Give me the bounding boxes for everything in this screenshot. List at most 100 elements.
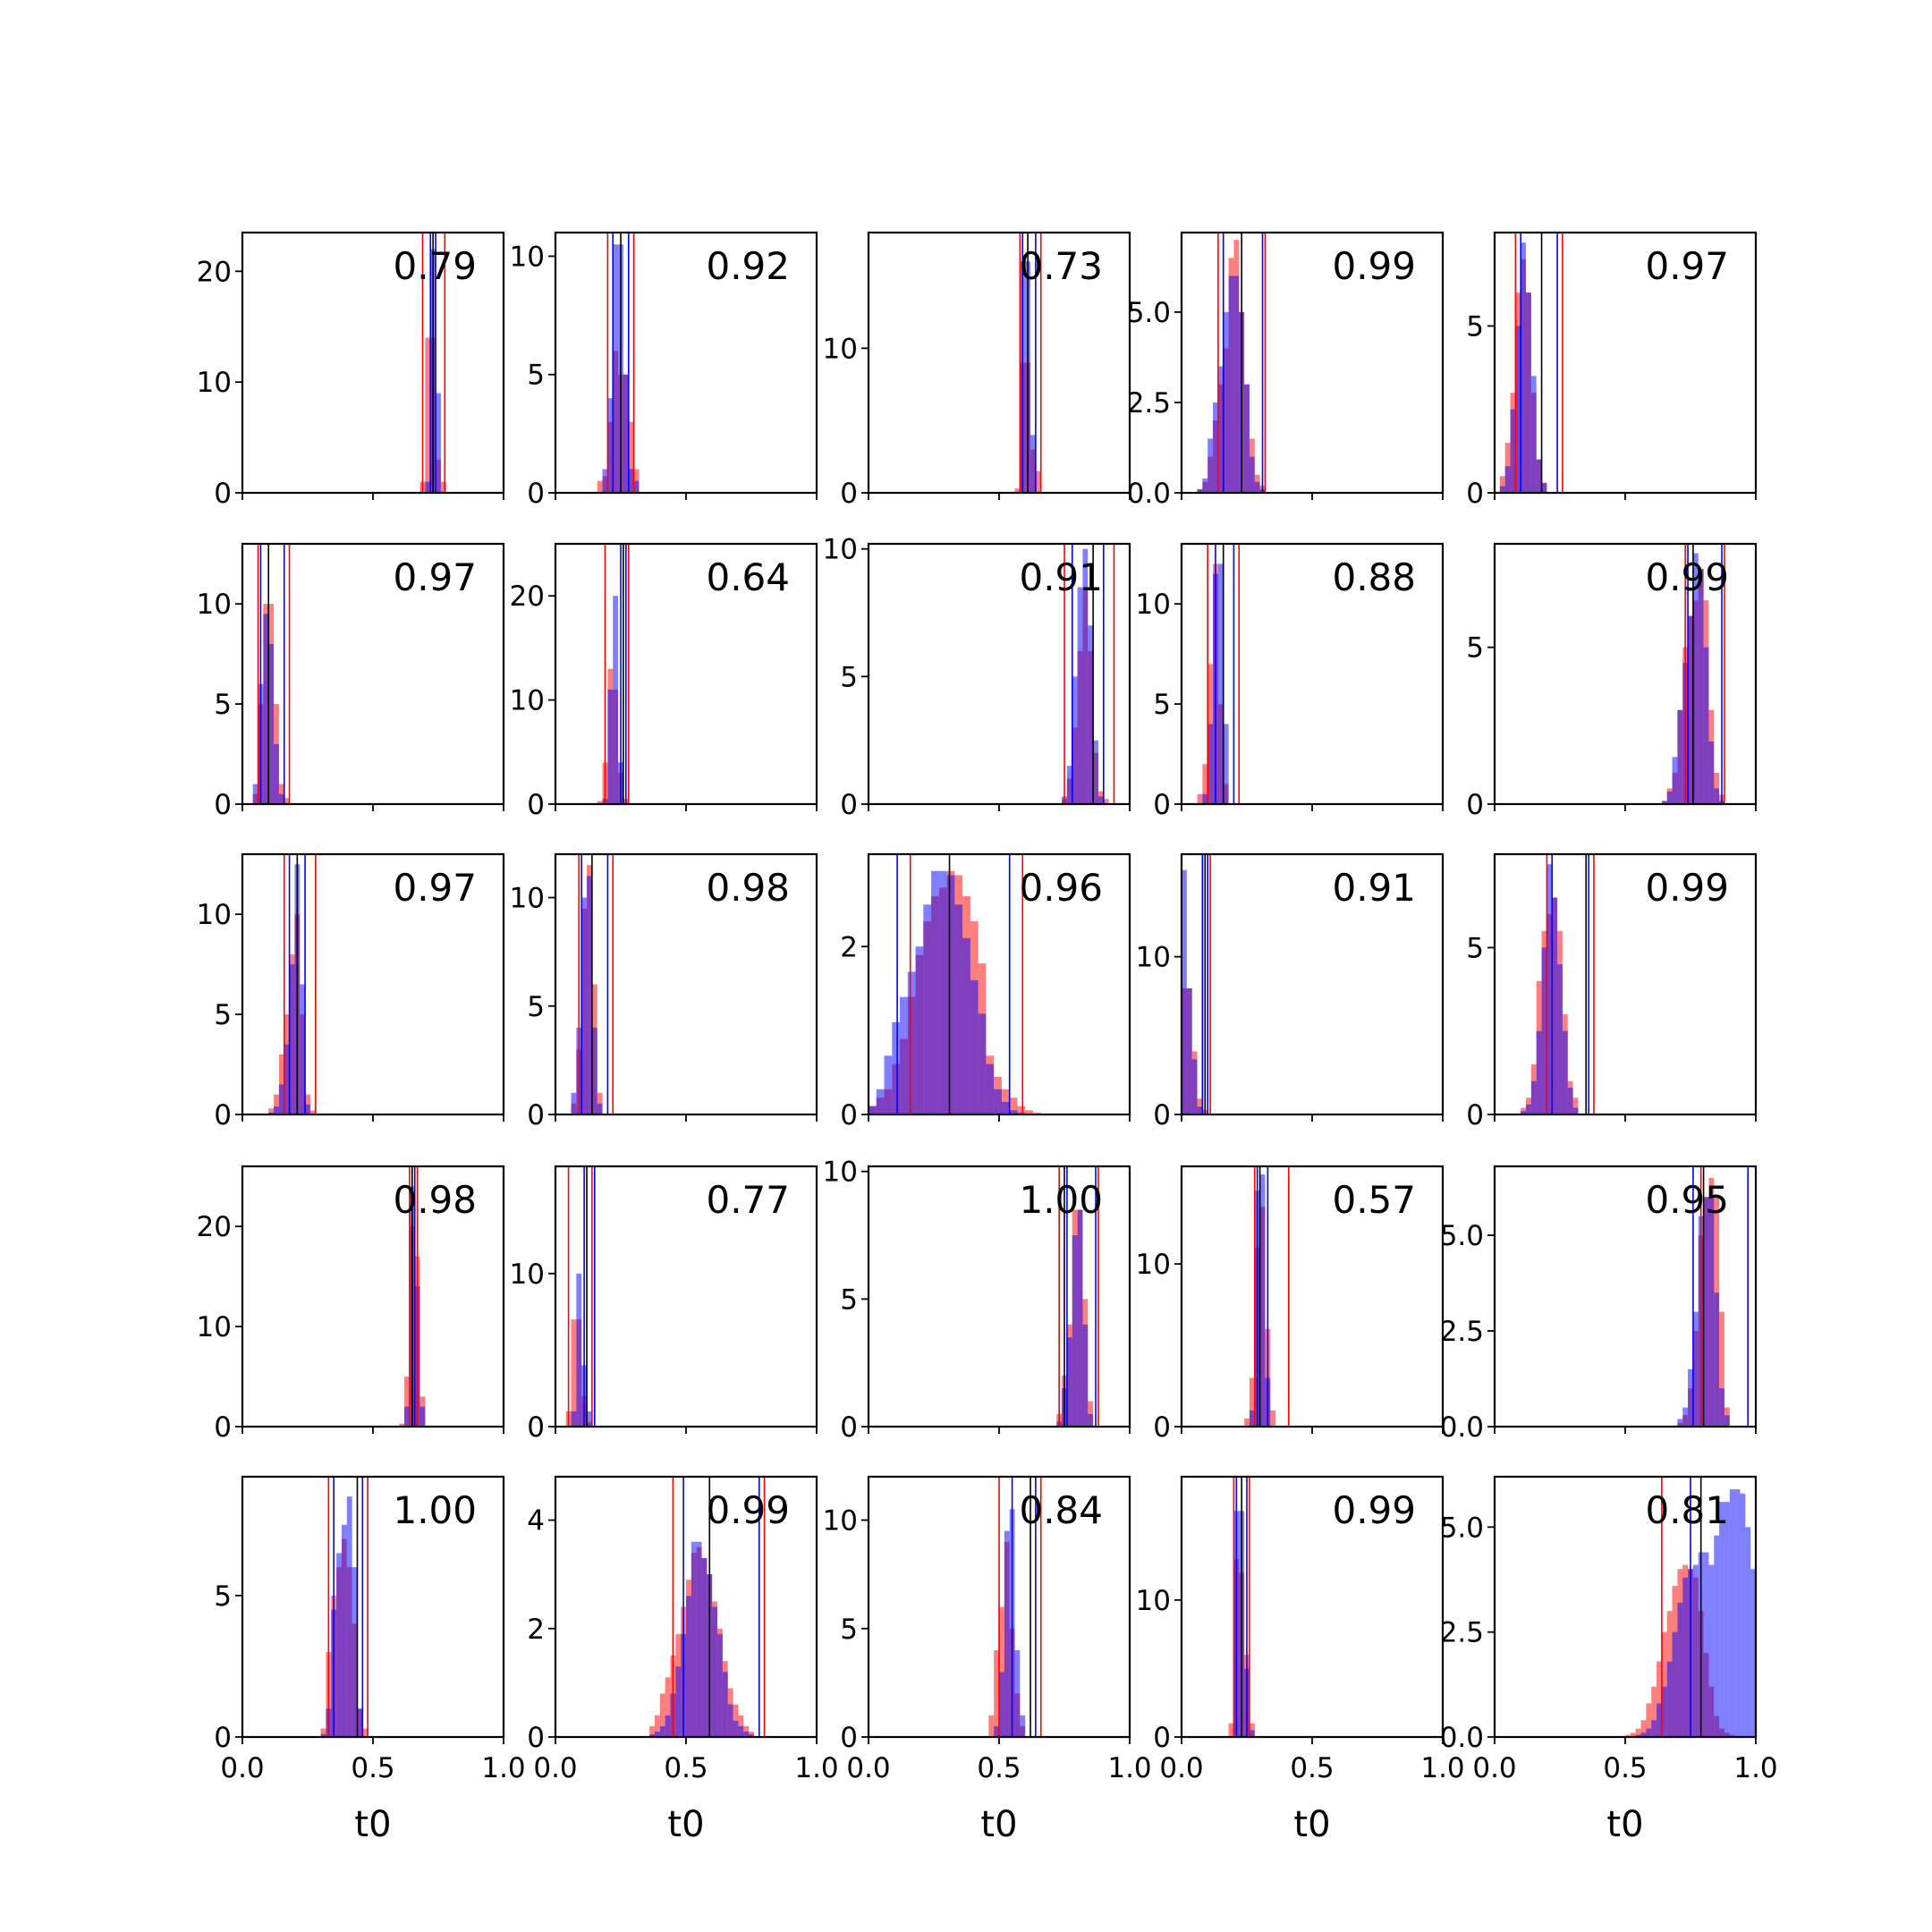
red-hist-bar [362, 1728, 369, 1737]
y-tick-label: 10 [197, 589, 232, 621]
blue-hist-bar [1197, 488, 1203, 493]
y-tick-label: 0 [840, 789, 858, 821]
annotation-score: 0.73 [1019, 244, 1103, 288]
y-tick-label: 0 [527, 1099, 545, 1131]
subplot-1: 0 10 20 0.79 [197, 231, 505, 510]
y-tick-label: 10 [1136, 1249, 1171, 1281]
y-tick-label: 0 [1153, 1099, 1171, 1131]
x-tick-label: 1.0 [1733, 1752, 1777, 1784]
blue-hist-bar [581, 897, 588, 1114]
y-tick-label: 20 [510, 580, 545, 613]
blue-hist-bar [1651, 1720, 1657, 1737]
subplot-11: 0 5 10 0.97 [197, 852, 505, 1131]
blue-hist-bar [900, 996, 908, 1114]
blue-hist-bar [587, 876, 592, 1114]
y-tick-label: 2.5 [1440, 1316, 1484, 1348]
red-hist-bar [1651, 1686, 1657, 1737]
y-tick-label: 4 [527, 1505, 545, 1538]
blue-hist-bar [954, 904, 963, 1114]
blue-hist-bar [613, 244, 619, 493]
blue-hist-bar [1714, 1292, 1720, 1427]
subplot-4: 0.0 2.5 5.0 0.99 [1127, 231, 1445, 510]
red-hist-bar [628, 421, 634, 493]
blue-hist-bar [1692, 1564, 1699, 1737]
blue-hist-bar [1526, 1104, 1531, 1114]
y-tick-label: 5 [1466, 932, 1484, 964]
x-tick-label: 0.5 [1290, 1752, 1334, 1784]
red-hist-bar [1103, 799, 1109, 804]
y-tick-label: 10 [823, 1157, 858, 1189]
blue-hist-bar [633, 480, 640, 493]
subplot-8: 0 5 10 0.91 [823, 534, 1131, 821]
red-hist-bar [1025, 1110, 1033, 1114]
blue-hist-bar [884, 1055, 893, 1114]
blue-hist-bar [1692, 1311, 1699, 1427]
y-tick-label: 10 [1136, 942, 1171, 974]
blue-hist-bar [978, 1013, 987, 1114]
blue-hist-bar [986, 1063, 995, 1114]
y-tick-label: 0 [1153, 1722, 1171, 1754]
y-tick-label: 2.5 [1127, 387, 1171, 419]
subplot-19: 0 10 0.57 [1136, 1165, 1445, 1444]
annotation-score: 0.97 [393, 555, 477, 599]
y-tick-label: 0 [840, 1099, 858, 1131]
y-tick-label: 0 [527, 789, 545, 821]
blue-hist-bar [607, 689, 614, 804]
annotation-score: 0.98 [393, 1178, 477, 1222]
y-tick-label: 5 [1153, 689, 1171, 721]
y-tick-label: 0 [527, 1411, 545, 1444]
red-hist-bar [1572, 1097, 1579, 1114]
y-tick-label: 0 [214, 478, 232, 510]
blue-hist-bar [1719, 1388, 1724, 1427]
blue-hist-bar [1708, 1564, 1715, 1737]
blue-hist-bar [289, 964, 295, 1114]
y-tick-label: 0 [214, 1722, 232, 1754]
subplot-14: 0 10 0.91 [1136, 852, 1445, 1131]
blue-hist-bar [743, 1731, 750, 1737]
subplot-20: 0.0 2.5 5.0 0.95 [1440, 1165, 1758, 1444]
red-hist-bar [654, 1715, 660, 1737]
blue-hist-bar [1698, 569, 1704, 804]
y-tick-label: 0.0 [1440, 1411, 1484, 1444]
blue-hist-bar [623, 374, 629, 493]
blue-hist-bar [571, 1411, 577, 1427]
red-hist-bar [399, 1423, 405, 1427]
blue-hist-bar [1546, 864, 1553, 1114]
blue-hist-bar [1688, 615, 1693, 804]
subplot-21: 0 5 0.0 0.5 1.0 t0 1.00 [214, 1475, 526, 1845]
blue-hist-bar [1072, 676, 1078, 804]
blue-hist-bar [1515, 326, 1521, 493]
blue-hist-bar [675, 1666, 682, 1737]
blue-hist-bar [1088, 625, 1094, 804]
blue-hist-bar [1552, 897, 1558, 1114]
blue-hist-bar [1066, 766, 1072, 804]
blue-hist-bar [1077, 1209, 1083, 1427]
blue-hist-bar [876, 1089, 885, 1114]
x-tick-label: 0.0 [220, 1752, 264, 1784]
annotation-score: 0.79 [393, 244, 477, 288]
blue-hist-bar [892, 1021, 901, 1114]
x-tick-label: 0.0 [1472, 1752, 1516, 1784]
blue-hist-bar [1750, 1569, 1756, 1737]
blue-hist-bar [938, 870, 947, 1114]
x-tick-label: 1.0 [1107, 1752, 1151, 1784]
y-tick-label: 5 [1466, 632, 1484, 665]
blue-hist-bar [436, 393, 441, 493]
blue-hist-bar [1672, 757, 1678, 804]
blue-hist-bar [1708, 1197, 1715, 1427]
red-hist-bar [425, 337, 431, 493]
y-tick-label: 5 [214, 1580, 232, 1613]
red-hist-bar [1646, 1703, 1652, 1737]
blue-hist-bar [1661, 1686, 1667, 1737]
blue-hist-bar [1249, 1730, 1255, 1737]
annotation-score: 1.00 [1019, 1178, 1103, 1222]
x-axis-label: t0 [667, 1804, 704, 1845]
blue-hist-bar [691, 1541, 697, 1737]
subplot-13: 020.96 [840, 852, 1131, 1131]
y-tick-label: 5 [214, 999, 232, 1031]
y-tick-label: 0 [527, 478, 545, 510]
y-tick-label: 10 [1136, 1585, 1171, 1617]
blue-hist-bar [738, 1725, 744, 1737]
blue-hist-bar [613, 596, 619, 804]
blue-hist-bar [1677, 1419, 1683, 1427]
